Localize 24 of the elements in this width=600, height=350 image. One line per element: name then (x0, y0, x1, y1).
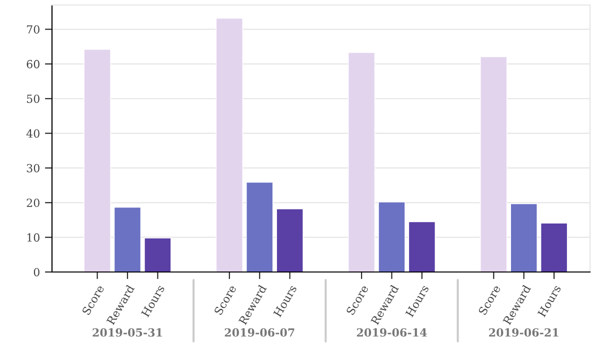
bar (276, 208, 304, 272)
y-tick-label: 0 (34, 268, 40, 276)
x-tick-label: 2019-06-14 (356, 328, 427, 337)
bar (84, 48, 112, 272)
bar (510, 203, 538, 272)
y-tick-label: 60 (26, 60, 40, 68)
bar (114, 206, 142, 272)
bar (540, 222, 568, 272)
y-tick-label: 10 (27, 233, 40, 242)
bar (378, 202, 406, 272)
y-tick-label: 70 (26, 25, 40, 34)
bar (348, 52, 376, 272)
bar (216, 18, 244, 272)
y-tick-label: 50 (27, 94, 40, 104)
bar (144, 238, 172, 272)
y-tick-label: 40 (26, 129, 40, 138)
bar (408, 221, 436, 272)
y-tick-label: 20 (26, 198, 40, 208)
x-tick-label: 2019-05-31 (92, 328, 162, 337)
bar (480, 56, 508, 272)
y-tick-label: 30 (26, 164, 40, 172)
bar (246, 182, 274, 272)
x-tick-label: 2019-06-07 (224, 328, 294, 337)
x-tick-label: 2019-06-21 (489, 328, 558, 337)
